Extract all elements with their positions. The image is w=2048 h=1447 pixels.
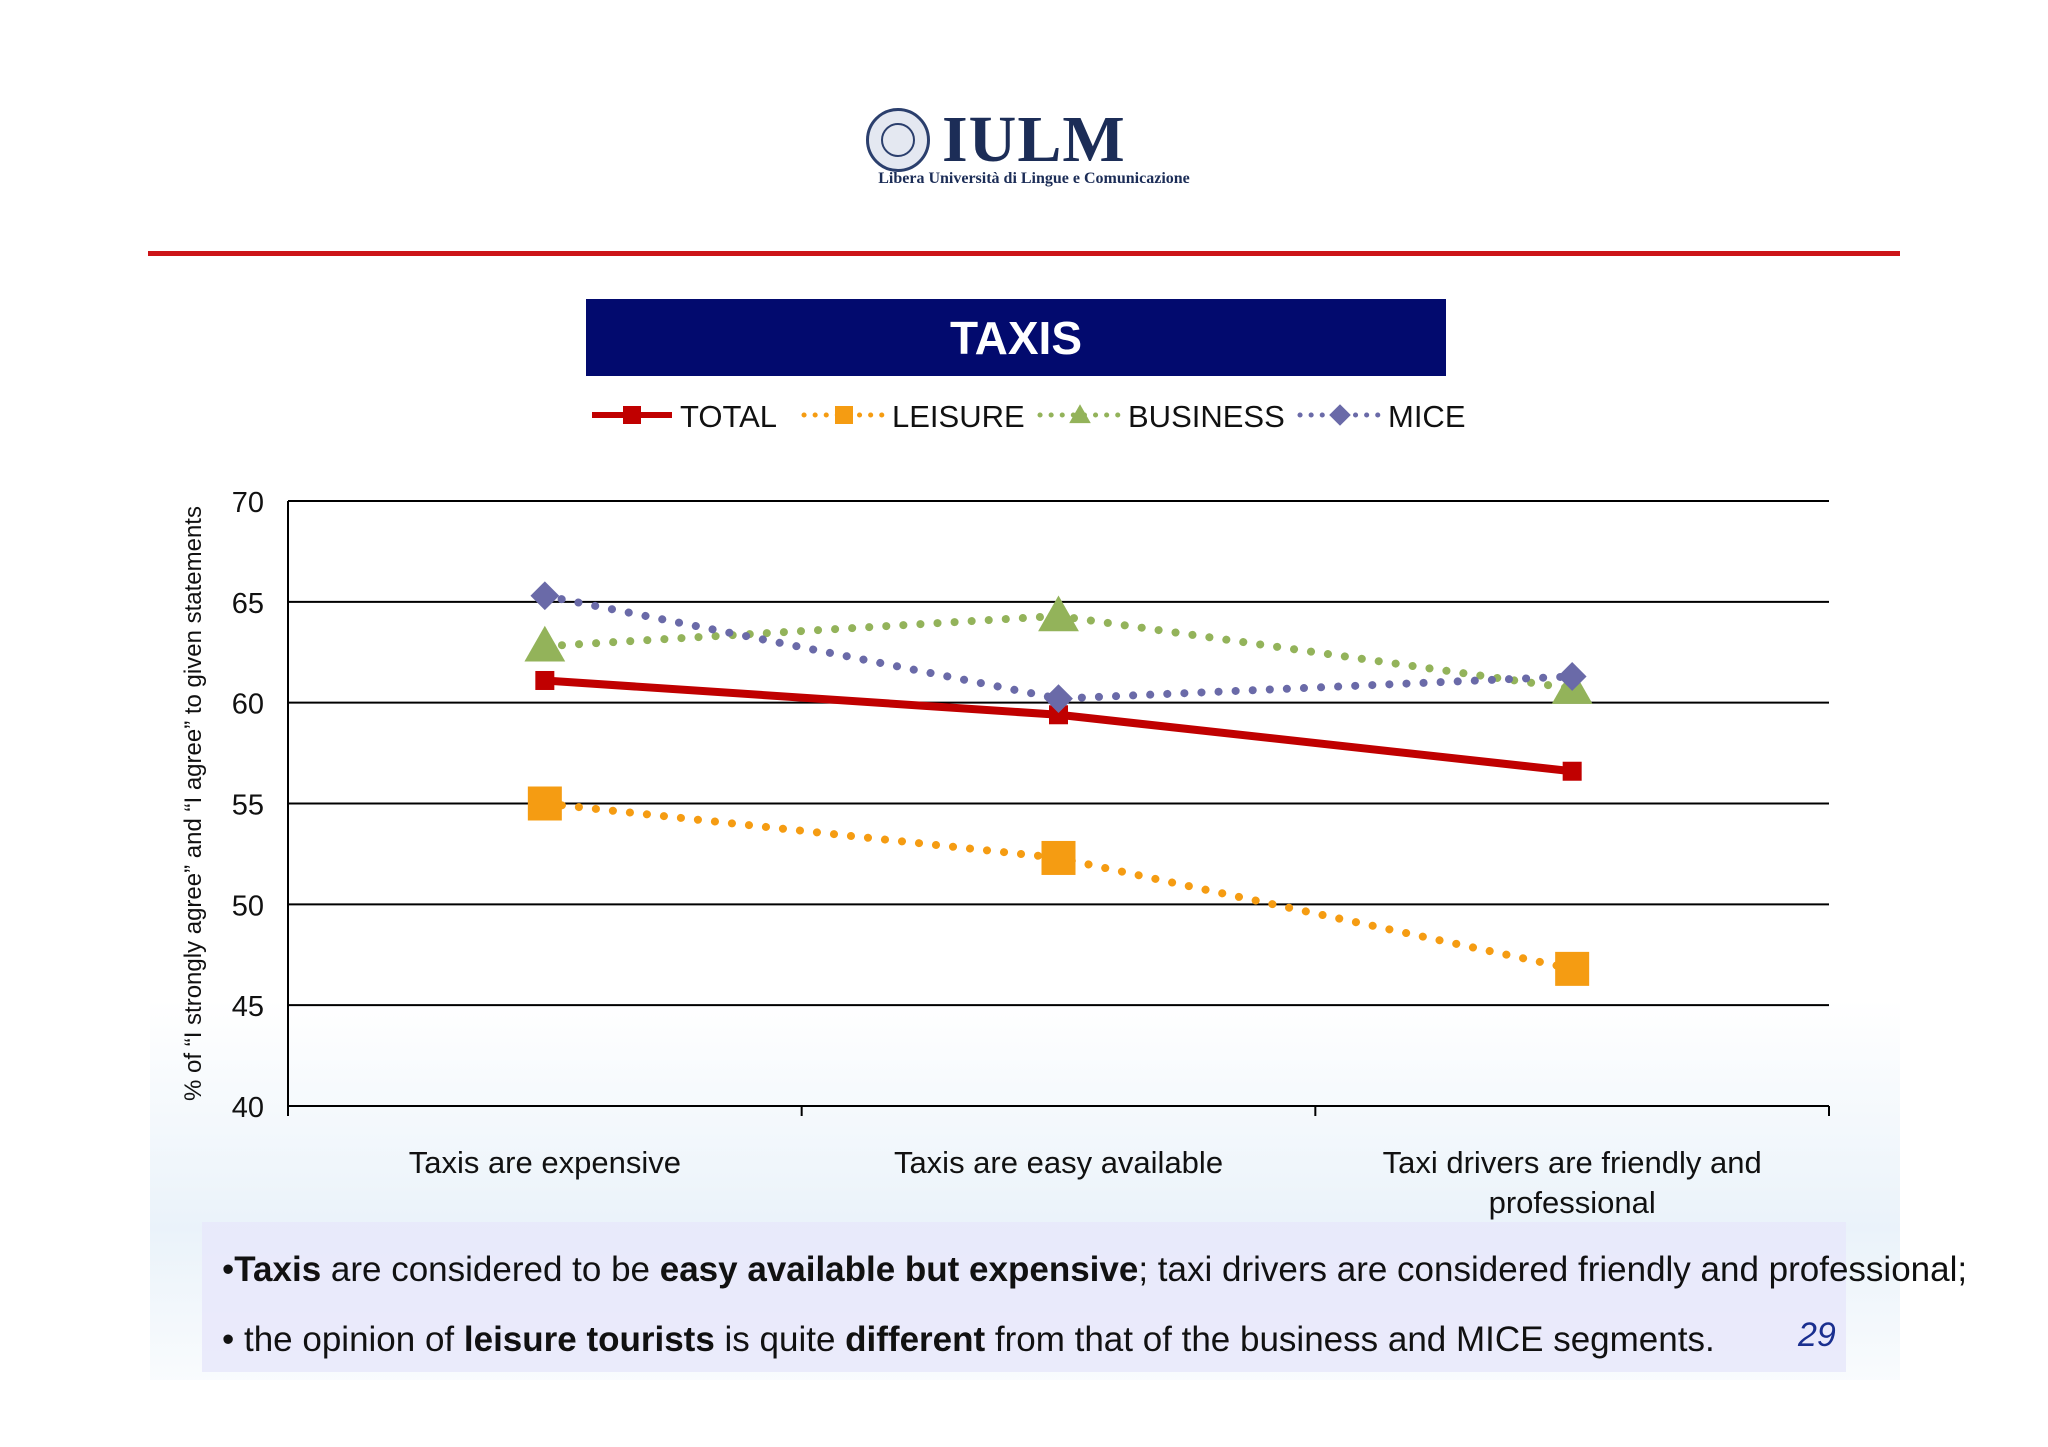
data-point-business-2: [1038, 595, 1079, 632]
data-point-business-1: [524, 625, 566, 662]
category-label-1: Taxis are expensive: [409, 1145, 681, 1180]
page-number: 29: [1798, 1316, 1836, 1354]
y-tick-label-40: 40: [232, 1092, 264, 1124]
bullet-1-segment-1: •: [222, 1250, 235, 1289]
summary-bullet-1: •Taxis are considered to be easy availab…: [222, 1250, 1967, 1290]
bullet-1-segment-5: ; taxi drivers are considered friendly a…: [1138, 1250, 1968, 1289]
data-point-leisure-1: [527, 786, 562, 821]
summary-bullet-2: • the opinion of leisure tourists is qui…: [222, 1320, 1715, 1360]
y-tick-label-50: 50: [232, 890, 264, 922]
slide-title: TAXIS: [586, 299, 1446, 376]
series-line-mice: [540, 591, 1577, 703]
y-axis-title: % of “I strongly agree” and “I agree” to…: [180, 506, 207, 1101]
category-label-2: Taxis are easy available: [894, 1145, 1223, 1180]
data-point-leisure-2: [1041, 840, 1076, 875]
data-point-mice-2: [1044, 684, 1073, 714]
data-point-total-1: [535, 670, 555, 690]
bullet-1-segment-4: easy available but expensive: [659, 1250, 1139, 1289]
iulm-logo: IULM Libera Università di Lingue e Comun…: [862, 100, 1202, 196]
data-point-total-3: [1562, 761, 1582, 781]
legend-label-mice: MICE: [1388, 399, 1466, 434]
data-point-leisure-3: [1555, 951, 1590, 986]
category-label-3-line-1: Taxi drivers are friendly and: [1383, 1145, 1762, 1180]
bullet-2-segment-5: from that of the business and MICE segme…: [985, 1320, 1715, 1359]
bullet-2-segment-4: different: [845, 1320, 986, 1359]
category-label-3-line-2: professional: [1489, 1185, 1656, 1220]
logo-subtitle: Libera Università di Lingue e Comunicazi…: [878, 170, 1190, 187]
legend-label-business: BUSINESS: [1128, 399, 1285, 434]
data-point-total-2: [1049, 705, 1068, 725]
legend-marker-business: [1069, 404, 1091, 424]
y-tick-label-70: 70: [232, 487, 264, 519]
y-tick-label-65: 65: [232, 588, 264, 620]
header-divider: [148, 251, 1900, 256]
bullet-2-segment-3: is quite: [714, 1320, 846, 1359]
university-seal-icon: [866, 108, 930, 172]
bullet-2-segment-1: • the opinion of: [222, 1320, 464, 1359]
logo-name: IULM: [942, 103, 1126, 176]
legend-label-leisure: LEISURE: [892, 399, 1025, 434]
data-point-mice-1: [530, 581, 560, 611]
bullet-1-segment-2: Taxis: [234, 1250, 322, 1289]
y-tick-label-55: 55: [232, 790, 264, 822]
bullet-1-segment-3: are considered to be: [321, 1250, 660, 1289]
series-line-leisure: [540, 799, 1577, 973]
legend-label-total: TOTAL: [680, 399, 777, 434]
legend-marker-leisure: [835, 406, 853, 424]
legend-marker-mice: [1329, 404, 1351, 426]
y-tick-label-45: 45: [232, 991, 264, 1023]
data-point-mice-3: [1557, 662, 1587, 691]
summary-box: •Taxis are considered to be easy availab…: [202, 1222, 1967, 1372]
bullet-2-segment-2: leisure tourists: [463, 1320, 715, 1359]
y-tick-label-60: 60: [232, 689, 264, 721]
legend-marker-total: [623, 406, 641, 424]
